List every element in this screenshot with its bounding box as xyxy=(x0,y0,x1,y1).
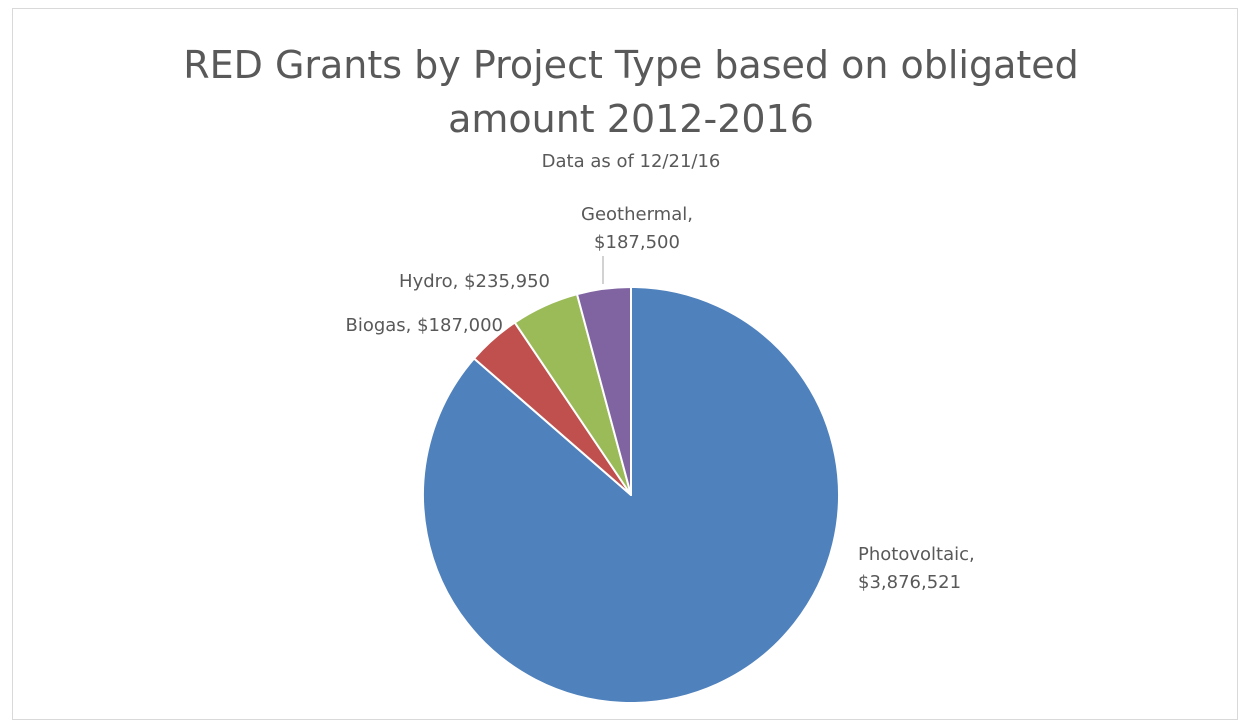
data-label-value: $3,876,521 xyxy=(858,572,961,593)
data-label-biogas: Biogas, $187,000 xyxy=(345,315,503,336)
data-label-value: $187,500 xyxy=(594,232,680,253)
data-label-hydro: Hydro, $235,950 xyxy=(399,271,550,292)
chart-title-line-2: amount 2012-2016 xyxy=(448,97,814,141)
chart-title: RED Grants by Project Type based on obli… xyxy=(0,38,1250,146)
data-label-category: Photovoltaic, xyxy=(858,544,975,565)
pie-slice-geothermal xyxy=(576,286,632,496)
chart-title-line-1: RED Grants by Project Type based on obli… xyxy=(183,43,1079,87)
data-label-category: Geothermal, xyxy=(581,204,693,225)
data-label-geothermal: Geothermal, $187,500 xyxy=(581,204,693,253)
chart-subtitle: Data as of 12/21/16 xyxy=(541,151,721,172)
pie-slices xyxy=(422,286,840,704)
data-label-photovoltaic: Photovoltaic, $3,876,521 xyxy=(858,544,975,593)
data-labels: Photovoltaic, $3,876,521 Biogas, $187,000 H… xyxy=(345,204,974,593)
